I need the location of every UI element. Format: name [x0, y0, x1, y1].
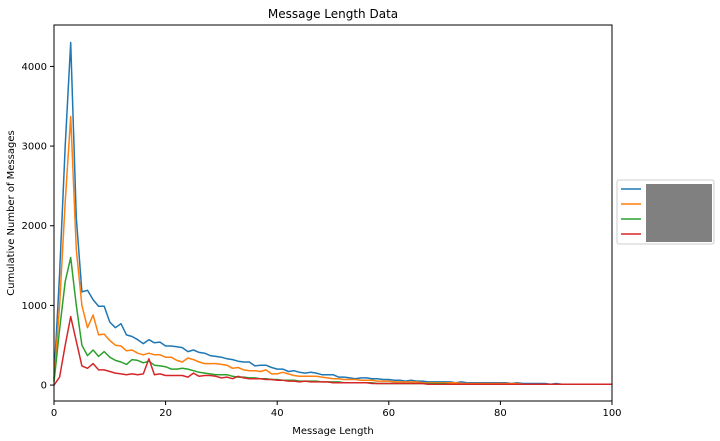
- x-tick-label: 0: [51, 408, 57, 419]
- legend-labels-redaction: [646, 184, 712, 242]
- x-tick-label: 100: [602, 408, 621, 419]
- chart-title: Message Length Data: [268, 7, 398, 21]
- y-tick-label: 3000: [22, 142, 47, 153]
- y-axis: 0 1000 2000 3000 4000: [22, 62, 54, 392]
- series-line-4: [53, 315, 612, 386]
- x-axis: 0 20 40 60 80 100: [51, 401, 622, 419]
- axes-frame: [53, 24, 613, 402]
- plot-area: [53, 41, 612, 386]
- x-tick-label: 80: [494, 408, 507, 419]
- series-line-2: [53, 115, 612, 386]
- series-line-3: [53, 256, 612, 386]
- legend: [616, 179, 715, 245]
- y-tick-label: 1000: [22, 301, 47, 312]
- y-tick-label: 0: [41, 381, 47, 392]
- x-axis-title: Message Length: [292, 426, 374, 437]
- x-tick-label: 60: [382, 408, 395, 419]
- y-tick-label: 4000: [22, 62, 47, 73]
- x-tick-label: 40: [271, 408, 284, 419]
- y-axis-title: Cumulative Number of Messages: [6, 130, 17, 295]
- series-line-1: [53, 41, 612, 386]
- y-tick-label: 2000: [22, 221, 47, 232]
- x-tick-label: 20: [159, 408, 172, 419]
